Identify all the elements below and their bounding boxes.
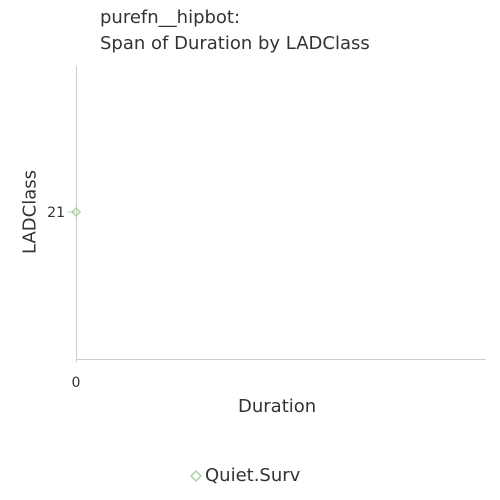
legend[interactable]: Quiet.Surv [190,465,300,486]
data-point-0-0[interactable] [70,206,82,218]
chart-title-line-1: purefn__hipbot: [100,7,241,28]
legend-diamond-icon [190,469,202,482]
y-axis-title: LADClass [19,170,41,254]
points-layer [70,206,82,218]
legend-label: Quiet.Surv [205,465,301,486]
tick-layer: 21 0 [47,205,80,391]
chart-title-line-2: Span of Duration by LADClass [100,33,370,54]
x-tick-label-0: 0 [72,375,81,391]
x-axis-title: Duration [238,396,317,417]
y-tick-label-0: 21 [47,205,65,221]
